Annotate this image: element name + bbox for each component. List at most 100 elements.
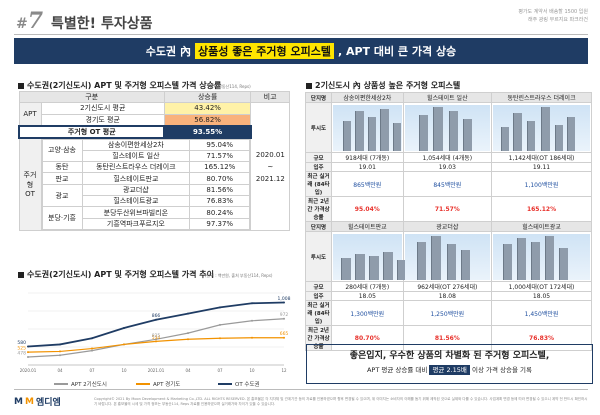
label-movein: 입주 [305,291,332,301]
table-cell-name: 삼송이편한세상2차 [81,138,191,151]
left-section-source: (출처 부동산114, Reps) [208,84,251,89]
headline-banner: 수도권 內 상품성 좋은 주거형 오피스텔 , APT 대비 큰 가격 상승 [14,38,588,64]
complex-scale: 918세대 (7개동) [331,152,404,163]
data-label: 1,008 [278,296,291,302]
x-tick-label: 12 [281,368,287,373]
table-cell-name: 경기도 평균 [40,113,165,127]
data-point [283,301,285,304]
complex-scale: 1,142세대(OT 186세대) [491,152,592,163]
company-logo: M M 엠디엠 [14,396,61,409]
complex-movein: 18.05 [331,291,404,301]
summary-line: 좋은입지, 우수한 상품의 차별화 된 주거형 오피스텔, [349,351,550,361]
data-point [251,336,253,339]
header-note-1: 평가도 계약서 배송할 1500 입원 [518,9,588,15]
complex-price: 865백만원 [331,171,404,197]
data-point [27,345,29,348]
complex-rise: 76.83% [491,325,592,351]
label-scale: 규모 [305,152,332,163]
table-cell-pct: 165.12% [189,161,251,174]
footer: M M 엠디엠 Copyright© 2021 By Moon Developmen… [14,389,588,413]
label-rise: 최근 2년간 가격상승률 [305,325,332,351]
complex-name: 광교더샵 [402,221,493,232]
x-tick-label: 2020.01 [20,368,37,373]
complex-photo [331,102,404,153]
footer-disclaimer: Copyright© 2021 By Moon Development & Ma… [94,397,588,406]
chart-section-source: (단위 : 백만원, 출처 부동산114, Reps) [205,273,273,278]
label-complex: 단지명 [305,92,332,103]
data-point [219,323,221,326]
ot-average-row: 주거형 OT 평균 93.55% [17,124,290,139]
region-cell: 동탄 [41,161,83,174]
legend-label: APT 경기도 [153,380,180,388]
data-point [27,351,29,354]
data-point [155,340,157,343]
col-header-note: 비고 [250,90,290,104]
header-divider [14,34,588,35]
ot-subtable-holder: 고양·삼송 삼송이편한세상2차 95.04% 힐스테이트 일산 71.57% 동탄 동탄… [40,137,252,231]
x-tick-label: 07 [217,368,223,373]
section-number: #7 [16,8,44,34]
label-photo: 투시도 [305,102,332,153]
table-cell-name: 주거형 OT 평균 [17,124,166,139]
col-header-category: 구분 [18,90,165,104]
table-cell-pct: 80.70% [189,172,251,185]
complex-compare-table: 단지명 삼송이편한세상2차 힐스테이트 일산 동탄린스트라우스 더레이크 투시도… [305,92,592,351]
summary-sub-line: APT 평균 상승률 대비 평균 2.15배 이상 가격 상승을 기록 [366,365,533,375]
price-rise-table: 구분 상승률 비고 APT 2기신도시 평균 43.42% 2020.01 ~20… [17,90,290,231]
table-cell-pct: 71.57% [189,149,251,163]
region-cell: 분당·기흥 [41,206,83,230]
data-point [123,326,125,329]
page-title: 특별한! 투자상품 [51,16,153,32]
complex-name: 힐스테이트광교 [491,221,592,232]
table-cell-name: 분당두산위브파빌리온 [81,206,191,219]
complex-scale: 962세대(OT 276세대) [402,281,493,292]
data-label: 525 [17,346,26,352]
complex-name: 삼송이편한세상2차 [331,92,404,103]
complex-price: 1,100백만원 [491,171,592,197]
row-group-apt: APT [18,102,42,127]
complex-scale: 1,000세대(OT 172세대) [491,281,592,292]
legend-label: APT 2기신도시 [71,380,107,388]
bullet-square-icon [18,82,24,89]
table-cell-name: 2기신도시 평균 [40,102,165,115]
table-cell-pct: 95.04% [189,138,251,151]
banner-highlight: 상품성 좋은 주거형 오피스텔 [195,43,334,59]
complex-rise: 165.12% [491,196,592,222]
data-point [59,350,61,353]
data-label: 478 [17,350,26,356]
complex-movein: 19.01 [331,162,404,172]
data-point [91,337,93,340]
data-point [251,302,253,305]
complex-name: 힐스테이트 일산 [402,92,493,103]
data-point [283,336,285,339]
complex-name: 힐스테이트판교 [331,221,404,232]
data-point [219,306,221,309]
col-header-rise: 상승률 [163,90,252,104]
row-group-ot: 주거형 OT [18,137,42,231]
label-scale: 규모 [305,281,332,292]
label-photo: 투시도 [305,231,332,282]
header-note-2: 래주 광링 무르지요 파크라건 [528,17,588,23]
banner-prefix: 수도권 內 [145,45,191,58]
table-cell-name: 힐스테이트광교 [81,195,191,208]
label-movein: 입주 [305,162,332,172]
x-tick-label: 07 [89,368,95,373]
data-label: 866 [152,313,161,319]
complex-name: 동탄린스트라우스 더레이크 [491,92,592,103]
ot-subtable: 고양·삼송 삼송이편한세상2차 95.04% 힐스테이트 일산 71.57% 동탄 동탄… [41,138,251,230]
table-cell-name: 기흥역파크푸르지오 [81,217,191,230]
data-point [91,347,93,350]
table-cell-name: 광교더샵 [81,183,191,197]
region-cell: 고양·삼송 [41,138,83,163]
data-point [155,318,157,321]
label-rise: 최근 2년간 가격상승률 [305,196,332,222]
data-label: 580 [17,340,26,346]
region-cell: 판교 [41,172,83,185]
complex-photo [491,102,592,153]
x-tick-label: 10 [249,368,255,373]
table-cell-pct: 80.24% [189,206,251,219]
complex-photo [402,102,493,153]
label-price: 최근 실거래 (84타입) [305,300,332,326]
table-cell-name: 동탄린스트라우스 더레이크 [81,161,191,174]
